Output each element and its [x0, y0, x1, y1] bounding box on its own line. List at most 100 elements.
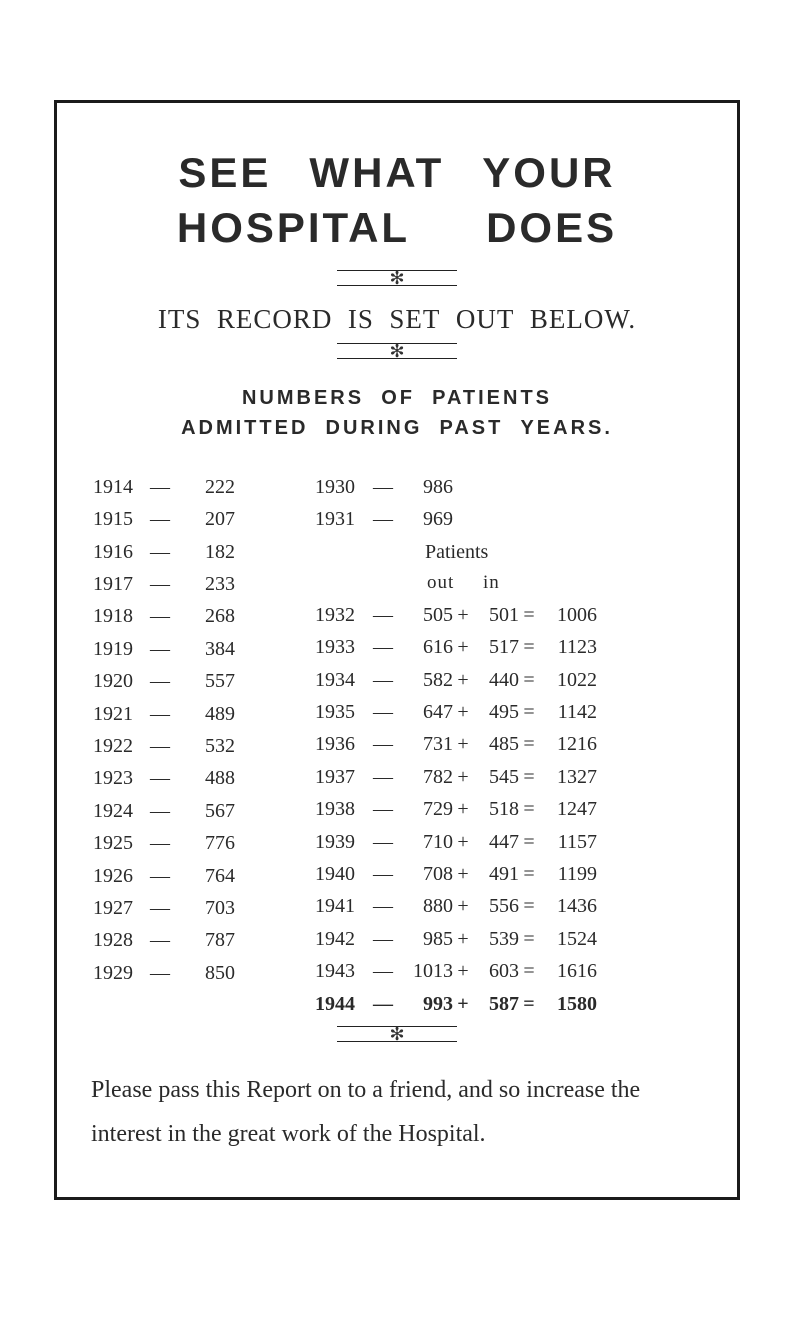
year: 1926 [93, 860, 145, 892]
year: 1941 [315, 890, 369, 922]
headline-hospital: HOSPITAL [177, 204, 410, 251]
value: 489 [175, 698, 235, 730]
left-column: 1914—2221915—2071916—1821917—2331918—268… [93, 471, 293, 1020]
in-value: 587 [473, 988, 519, 1020]
in-value: 495 [473, 696, 519, 728]
total-value: 1524 [539, 923, 597, 955]
plus: + [453, 826, 473, 858]
year: 1917 [93, 568, 145, 600]
dash: — [369, 955, 397, 987]
value: 703 [175, 892, 235, 924]
dash: — [145, 503, 175, 535]
year: 1921 [93, 698, 145, 730]
dash: — [369, 858, 397, 890]
value: 567 [175, 795, 235, 827]
ornament-2: ✻ [337, 343, 457, 359]
value: 764 [175, 860, 235, 892]
dash: — [145, 600, 175, 632]
in-value: 501 [473, 599, 519, 631]
dash: — [145, 730, 175, 762]
out-value: 731 [397, 728, 453, 760]
year: 1923 [93, 762, 145, 794]
value: 850 [175, 957, 235, 989]
dash: — [369, 664, 397, 696]
dash: — [145, 924, 175, 956]
left-row: 1916—182 [93, 536, 293, 568]
total-value: 1247 [539, 793, 597, 825]
subhead-line1: NUMBERS OF PATIENTS [85, 383, 709, 413]
subheading: NUMBERS OF PATIENTS ADMITTED DURING PAST… [85, 383, 709, 443]
left-row: 1917—233 [93, 568, 293, 600]
in-value: 491 [473, 858, 519, 890]
total-value: 1006 [539, 599, 597, 631]
year: 1916 [93, 536, 145, 568]
left-row: 1918—268 [93, 600, 293, 632]
ornament-3: ✻ [337, 1026, 457, 1042]
total-value: 1142 [539, 696, 597, 728]
dash: — [369, 890, 397, 922]
value: 557 [175, 665, 235, 697]
year: 1919 [93, 633, 145, 665]
year: 1914 [93, 471, 145, 503]
equals: = [519, 696, 539, 728]
dash: — [369, 728, 397, 760]
value: 207 [175, 503, 235, 535]
dash: — [145, 762, 175, 794]
plus: + [453, 696, 473, 728]
year: 1922 [93, 730, 145, 762]
right-row: 1933—616+517=1123 [315, 631, 701, 663]
left-row: 1920—557 [93, 665, 293, 697]
out-value: 582 [397, 664, 453, 696]
plus: + [453, 728, 473, 760]
total-value: 1123 [539, 631, 597, 663]
plus: + [453, 890, 473, 922]
right-row: 1934—582+440=1022 [315, 664, 701, 696]
dash: — [369, 988, 397, 1020]
subhead-line2: ADMITTED DURING PAST YEARS. [85, 413, 709, 443]
year: 1939 [315, 826, 369, 858]
equals: = [519, 761, 539, 793]
year: 1924 [93, 795, 145, 827]
equals: = [519, 728, 539, 760]
year: 1938 [315, 793, 369, 825]
right-column: 1930—9861931—969Patientsout in1932—505+5… [315, 471, 701, 1020]
value: 986 [397, 471, 453, 503]
equals: = [519, 988, 539, 1020]
page-frame: SEEWHATYOUR HOSPITALDOES ✻ ITS RECORD IS… [54, 100, 740, 1200]
right-row: 1937—782+545=1327 [315, 761, 701, 793]
closing-paragraph: Please pass this Report on to a friend, … [91, 1068, 703, 1157]
dash: — [369, 826, 397, 858]
year: 1930 [315, 471, 369, 503]
dash: — [369, 696, 397, 728]
equals: = [519, 599, 539, 631]
out-value: 729 [397, 793, 453, 825]
plus: + [453, 988, 473, 1020]
equals: = [519, 631, 539, 663]
plus: + [453, 793, 473, 825]
right-row: 1942—985+539=1524 [315, 923, 701, 955]
dash: — [145, 827, 175, 859]
in-value: 518 [473, 793, 519, 825]
left-row: 1923—488 [93, 762, 293, 794]
left-row: 1929—850 [93, 957, 293, 989]
dash: — [145, 892, 175, 924]
year: 1935 [315, 696, 369, 728]
right-row: 1936—731+485=1216 [315, 728, 701, 760]
equals: = [519, 890, 539, 922]
year: 1915 [93, 503, 145, 535]
dash: — [369, 761, 397, 793]
year: 1931 [315, 503, 369, 535]
right-row: 1935—647+495=1142 [315, 696, 701, 728]
dash: — [369, 923, 397, 955]
total-value: 1327 [539, 761, 597, 793]
plus: + [453, 761, 473, 793]
left-row: 1921—489 [93, 698, 293, 730]
right-row-simple: 1931—969 [315, 503, 701, 535]
left-row: 1924—567 [93, 795, 293, 827]
year: 1940 [315, 858, 369, 890]
left-row: 1919—384 [93, 633, 293, 665]
dash: — [369, 471, 397, 503]
value: 222 [175, 471, 235, 503]
value: 787 [175, 924, 235, 956]
year: 1933 [315, 631, 369, 663]
